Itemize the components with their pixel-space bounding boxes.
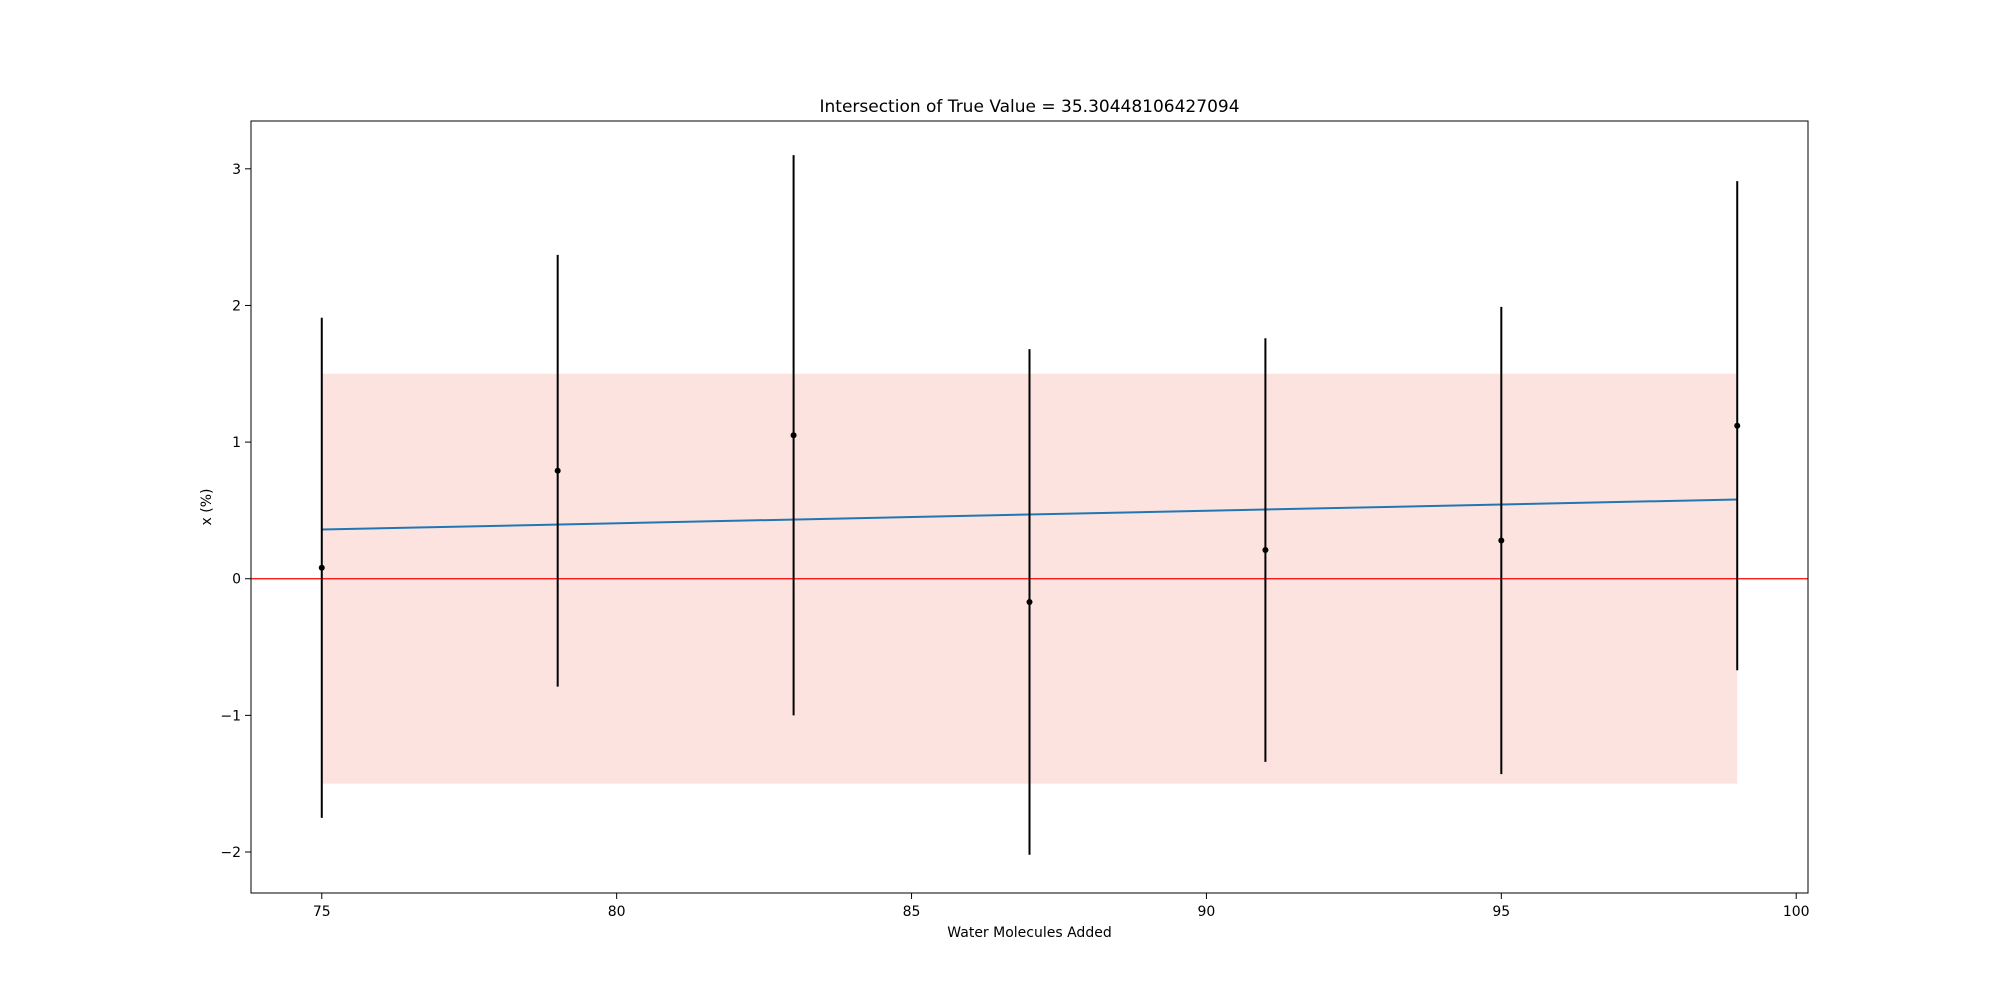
x-tick-label: 80 — [608, 904, 626, 920]
y-axis-label: x (%) — [199, 489, 215, 526]
data-point — [1498, 537, 1505, 544]
data-point — [790, 432, 797, 439]
data-point — [554, 467, 561, 474]
x-tick-label: 100 — [1783, 904, 1810, 920]
data-point — [1734, 422, 1741, 429]
x-tick-label: 75 — [313, 904, 331, 920]
x-axis-ticks: 75 80 85 90 95 100 — [313, 893, 1810, 920]
data-point — [1026, 598, 1033, 605]
y-tick-label: 1 — [232, 435, 241, 451]
data-point — [318, 564, 325, 571]
y-tick-label: −2 — [220, 845, 241, 861]
x-tick-label: 90 — [1198, 904, 1216, 920]
x-axis-label: Water Molecules Added — [947, 925, 1111, 941]
x-tick-label: 95 — [1492, 904, 1510, 920]
x-tick-label: 85 — [903, 904, 921, 920]
data-point — [1262, 547, 1269, 554]
y-tick-label: −1 — [220, 708, 241, 724]
point-layer — [318, 422, 1741, 605]
y-tick-label: 0 — [232, 572, 241, 588]
chart-title: Intersection of True Value = 35.30448106… — [819, 97, 1239, 117]
y-tick-label: 2 — [232, 298, 241, 314]
plot-frame — [250, 120, 1809, 894]
y-tick-label: 3 — [232, 162, 241, 178]
y-axis-ticks: −2 −1 0 1 2 3 — [220, 162, 251, 861]
